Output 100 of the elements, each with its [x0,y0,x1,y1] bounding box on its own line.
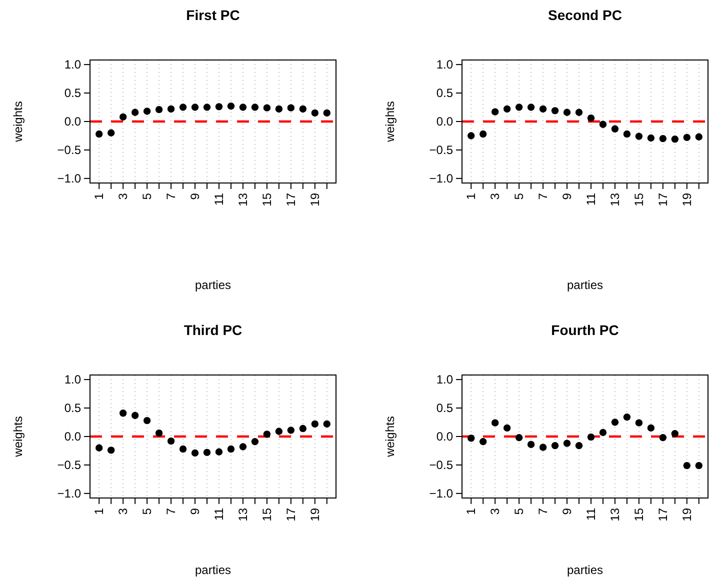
point [539,444,547,451]
x-tick-label: 5 [512,192,526,200]
x-tick-label: 15 [260,192,274,206]
x-tick-label: 7 [164,508,178,515]
y-tick-label: −1.0 [57,171,82,186]
point [108,446,115,454]
point [96,130,103,138]
y-axis-title: weights [383,101,397,143]
point [155,429,163,437]
y-axis-title: weights [11,416,25,458]
point [299,105,307,113]
y-axis-title: weights [11,101,25,143]
chart-title: Fourth PC [551,322,619,338]
point [503,424,511,432]
point [263,430,271,438]
point [515,104,523,111]
point [491,108,499,116]
point [491,419,499,426]
point [611,125,619,133]
x-tick-label: 15 [632,508,646,522]
point [551,442,559,450]
x-axis-title: parties [566,563,604,577]
point [671,430,679,438]
y-tick-label: −1.0 [57,486,82,500]
x-tick-label: 11 [584,508,598,520]
point [287,104,295,112]
point [215,103,223,110]
y-tick-label: 0.5 [64,86,82,100]
x-tick-label: 11 [584,192,598,206]
x-axis-title: parties [194,563,232,577]
point [215,448,223,456]
point [563,440,571,447]
x-tick-label: 1 [92,192,106,200]
point [503,105,511,113]
y-tick-label: 1.0 [436,372,454,387]
point [227,102,235,110]
point [275,428,283,435]
point [119,410,127,417]
y-tick-label: −0.5 [429,458,454,472]
x-tick-label: 1 [464,508,478,515]
y-tick-label: 1.0 [64,372,82,387]
point [323,109,330,117]
point [143,108,151,115]
x-tick-label: 3 [116,192,130,200]
point [239,443,247,450]
x-tick-label: 7 [536,192,550,200]
point [108,129,115,136]
point [311,109,318,117]
x-tick-label: 9 [188,192,202,200]
x-tick-label: 7 [536,508,550,515]
x-tick-label: 13 [236,508,250,522]
y-tick-label: −0.5 [57,142,82,157]
y-tick-label: 1.0 [436,58,454,72]
x-tick-label: 3 [488,508,502,515]
x-tick-label: 13 [608,192,622,206]
point [251,438,259,446]
point [683,134,690,142]
y-tick-label: 0.0 [436,114,454,128]
point [179,104,187,111]
y-tick-label: 0.5 [436,401,454,416]
x-tick-label: 17 [284,192,298,206]
point [468,132,475,140]
point [599,428,607,436]
x-tick-label: 3 [116,508,130,515]
point [155,106,163,114]
x-tick-label: 5 [140,192,154,200]
point [119,113,127,121]
point [647,424,655,432]
point [143,416,151,424]
point [587,433,595,441]
point [239,104,247,111]
point [227,445,235,453]
point [191,449,199,457]
y-tick-label: 0.0 [64,430,82,444]
x-tick-label: 1 [92,508,106,515]
y-tick-label: 1.0 [64,58,82,72]
point [131,412,139,420]
y-axis-title: weights [383,416,397,458]
y-tick-label: 0.0 [64,114,82,128]
point [575,442,583,450]
point [635,132,643,140]
chart-title: First PC [186,7,240,23]
point [311,420,318,428]
point [251,104,259,111]
point [551,107,559,114]
x-tick-label: 13 [608,508,622,522]
x-tick-label: 15 [260,508,274,522]
chart-title: Second PC [548,7,622,23]
y-tick-label: −0.5 [57,458,82,472]
y-tick-label: −1.0 [429,486,454,500]
point [275,105,283,113]
x-tick-label: 17 [284,508,298,522]
y-tick-label: −1.0 [429,171,454,186]
point [263,104,271,112]
x-axis-title: parties [566,278,604,292]
y-tick-label: 0.5 [436,86,454,100]
x-tick-label: 5 [140,508,154,515]
point [623,414,631,421]
point [527,440,535,448]
x-tick-label: 5 [512,508,526,515]
